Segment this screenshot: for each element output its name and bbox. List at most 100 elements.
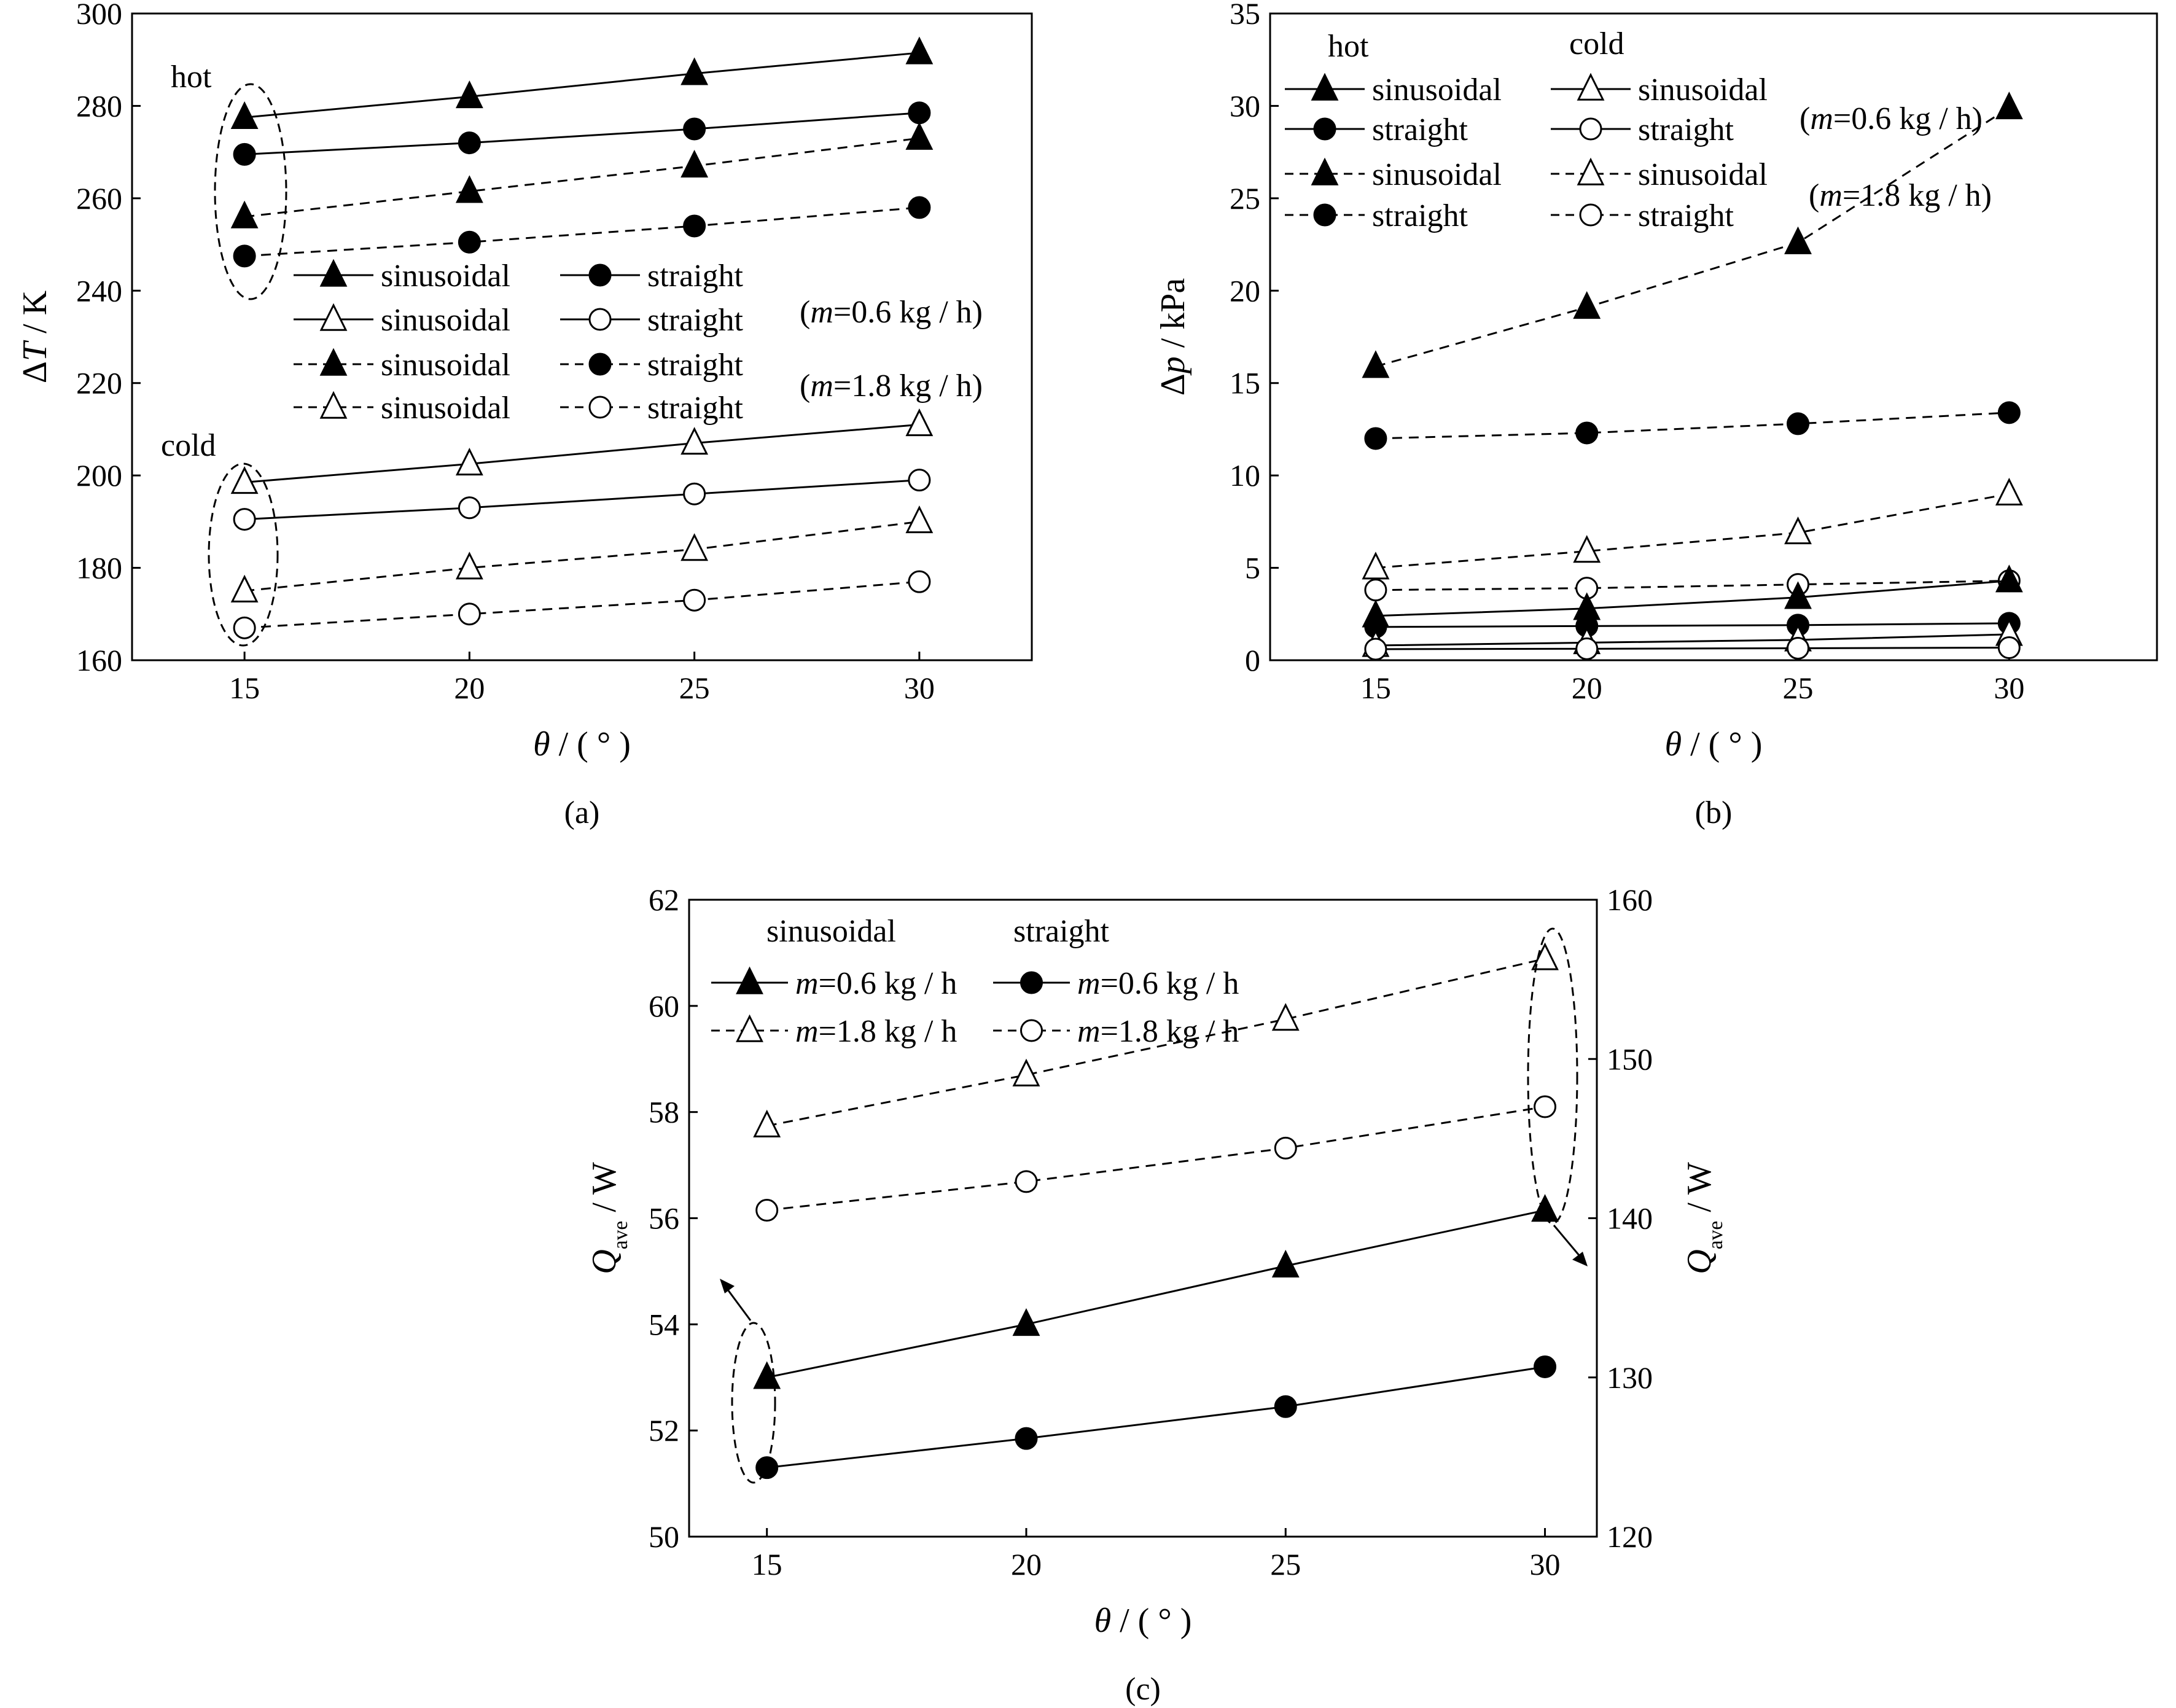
legend-note: (m=1.8 kg / h) <box>1809 178 1992 213</box>
legend-marker <box>319 259 348 287</box>
chart-a: 15 20 25 30 160 180 200 220 240 260 280 300 θ / ( ° … <box>16 0 1033 830</box>
data-point <box>908 101 931 125</box>
tspan: θ <box>1094 1602 1112 1640</box>
data-point <box>458 496 481 520</box>
x-tick-label: 25 <box>679 671 710 705</box>
arrow-left-axis <box>727 1289 752 1321</box>
data-point <box>1997 401 2021 424</box>
y-tick-label: 52 <box>649 1413 679 1448</box>
y-axis-label: Δp / kPa <box>1154 278 1192 396</box>
data-point <box>458 131 481 155</box>
y-tick-label: 56 <box>649 1201 679 1236</box>
legend-marker <box>1020 1019 1043 1042</box>
y-tick-label: 220 <box>76 366 122 400</box>
legend-note: (m=0.6 kg / h) <box>800 295 983 330</box>
tspan: straight <box>1372 198 1468 233</box>
x-tick-label: 30 <box>904 671 935 705</box>
tspan: sinusoidal <box>1372 72 1502 107</box>
tspan: / ( ° ) <box>1682 725 1762 763</box>
caption: (c) <box>1125 1672 1161 1707</box>
legend-label: straight <box>647 303 744 338</box>
tspan: θ <box>1665 725 1682 763</box>
tspan: =0.6 kg / h <box>1101 966 1239 1001</box>
x-tick-label: 15 <box>752 1547 782 1581</box>
data-point <box>755 1199 779 1222</box>
group-ellipse-left <box>731 1322 776 1484</box>
legend-label: m=1.8 kg / h <box>795 1014 957 1049</box>
data-point <box>233 244 256 268</box>
series-line <box>766 1209 1545 1379</box>
legend-label: straight <box>1372 198 1468 233</box>
x-tick-label: 15 <box>229 671 260 705</box>
data-point <box>458 230 481 254</box>
y-tick-label: 180 <box>76 551 122 585</box>
legend-note: (m=1.8 kg / h) <box>800 369 983 404</box>
tspan: m <box>795 1014 819 1049</box>
data-point <box>755 1456 779 1480</box>
data-point <box>455 175 483 203</box>
tspan: straight <box>1638 112 1734 147</box>
data-point <box>1364 427 1387 450</box>
legend-label: sinusoidal <box>1372 72 1502 107</box>
tspan: m <box>1077 1014 1101 1049</box>
tspan: sinusoidal <box>1638 72 1768 107</box>
tspan: straight <box>647 391 744 426</box>
x-tick-label: 30 <box>1530 1547 1561 1581</box>
tspan: ( <box>1809 178 1819 213</box>
series-line <box>766 1106 1545 1212</box>
x-tick-label: 15 <box>1360 671 1391 705</box>
tspan: / ( ° ) <box>1111 1602 1191 1640</box>
data-point <box>1995 477 2023 505</box>
legend-note: (m=0.6 kg / h) <box>1800 101 1983 136</box>
series-line <box>1375 647 2010 650</box>
y-tick-label: 35 <box>1230 0 1260 31</box>
legend-marker <box>588 396 612 419</box>
group-ellipse-hot <box>214 83 287 300</box>
data-point <box>230 101 259 129</box>
tspan: =1.8 kg / h <box>819 1014 957 1049</box>
tspan: straight <box>1638 198 1734 233</box>
arrow-left-head <box>720 1279 735 1293</box>
tspan: =0.6 kg / h) <box>833 295 983 330</box>
y-tick-label: 280 <box>76 88 122 123</box>
tspan: Q <box>1680 1249 1718 1274</box>
plot-frame <box>1269 12 2158 661</box>
data-point <box>455 447 483 476</box>
data-point <box>683 214 706 238</box>
series-line <box>244 52 920 119</box>
data-point <box>1995 92 2023 120</box>
legend-marker <box>1020 971 1043 994</box>
series-line <box>244 137 920 218</box>
legend-marker <box>588 263 612 287</box>
series-line <box>244 423 919 483</box>
y-tick-label: 30 <box>1230 88 1260 123</box>
data-point <box>1015 1427 1038 1450</box>
legend-marker <box>319 348 348 376</box>
data-point <box>1787 412 1810 435</box>
legend-marker <box>736 966 763 994</box>
y-tick-label: 60 <box>649 989 679 1023</box>
series-line <box>1375 107 2010 368</box>
data-point <box>680 149 709 177</box>
x-tick-label: 20 <box>1572 671 1602 705</box>
tspan: =1.8 kg / h <box>1101 1014 1239 1049</box>
data-point <box>1274 1395 1297 1418</box>
data-point <box>1362 552 1390 580</box>
y-tick-label: 300 <box>76 0 122 31</box>
y-tick-label: 50 <box>649 1519 679 1554</box>
y-tick-label: 58 <box>649 1095 679 1129</box>
tspan: =1.8 kg / h) <box>833 369 983 404</box>
series-line <box>244 112 919 155</box>
legend-marker <box>1577 157 1605 185</box>
legend-label: sinusoidal <box>381 259 510 294</box>
data-point <box>1784 226 1812 254</box>
x-tick-label: 25 <box>1783 671 1814 705</box>
data-point <box>455 80 483 109</box>
tspan: m <box>810 369 833 404</box>
data-point <box>1012 1058 1040 1086</box>
data-point <box>1573 291 1601 319</box>
data-point <box>230 574 259 602</box>
x-tick-label: 20 <box>454 671 485 705</box>
tspan: =0.6 kg / h <box>819 966 957 1001</box>
x-tick-label: 30 <box>1994 671 2024 705</box>
